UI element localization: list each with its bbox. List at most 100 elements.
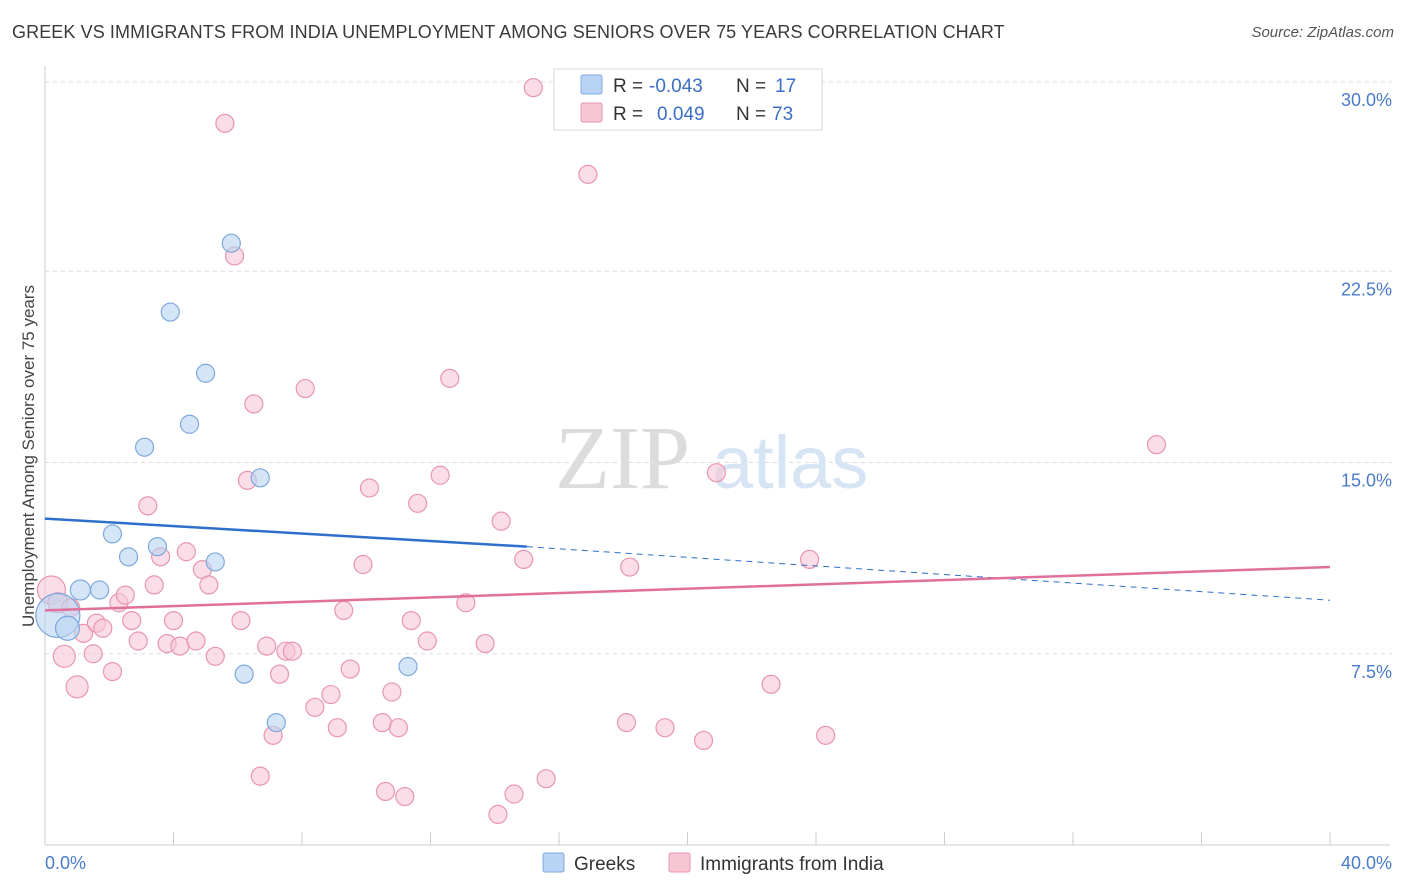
india-point	[321, 684, 341, 705]
india-point	[488, 804, 508, 825]
greek-r-label: R =	[613, 76, 643, 97]
india-point	[706, 463, 727, 483]
india-point	[269, 664, 290, 684]
greek-point	[221, 233, 241, 253]
greek-r-value: -0.043	[649, 76, 703, 97]
india-point	[52, 644, 76, 668]
india-trend-line	[44, 565, 1331, 612]
india-point	[514, 549, 534, 570]
india-point	[388, 718, 408, 738]
india-point	[1146, 435, 1167, 455]
x-tick-label-max: 40.0%	[1341, 853, 1392, 873]
greek-point	[205, 552, 225, 572]
india-point	[170, 636, 190, 656]
india-point	[205, 646, 225, 666]
india-point	[655, 718, 675, 738]
legend-india-label: Immigrants from India	[700, 854, 884, 875]
india-point	[340, 659, 360, 679]
india-point	[616, 712, 637, 733]
india-swatch	[580, 102, 603, 123]
greek-point	[179, 414, 200, 434]
india-point	[102, 661, 123, 682]
india-point	[401, 610, 421, 631]
india-point	[816, 725, 836, 745]
y-tick-label: 22.5%	[1341, 279, 1392, 299]
india-point	[504, 784, 524, 804]
greek-point	[54, 615, 81, 641]
india-point	[257, 636, 277, 656]
y-tick-label: 15.0%	[1341, 471, 1392, 491]
india-point	[215, 113, 235, 133]
india-point	[327, 718, 347, 738]
greek-point	[90, 580, 110, 600]
greek-point	[69, 579, 91, 601]
source-label: Source: ZipAtlas.com	[1251, 24, 1394, 41]
greek-point	[134, 437, 155, 457]
india-point	[122, 610, 142, 631]
india-point	[359, 478, 380, 498]
india-point	[305, 697, 325, 717]
india-point	[375, 781, 396, 802]
india-point	[417, 631, 437, 651]
india-point	[372, 712, 392, 733]
india-point	[382, 682, 402, 702]
legend-greeks-label: Greeks	[574, 854, 635, 875]
watermark-zip: ZIP	[555, 409, 690, 508]
greek-point	[234, 664, 254, 684]
y-tick-label: 30.0%	[1341, 90, 1392, 110]
data-points	[35, 78, 1167, 825]
india-point	[163, 610, 184, 631]
greek-point	[102, 524, 123, 544]
y-axis-label: Unemployment Among Seniors over 75 years	[19, 285, 38, 627]
watermark-atlas: atlas	[712, 421, 868, 504]
chart-title: GREEK VS IMMIGRANTS FROM INDIA UNEMPLOYM…	[12, 22, 1005, 42]
india-point	[491, 511, 511, 531]
india-point	[693, 730, 714, 751]
india-point	[395, 786, 415, 807]
india-point	[523, 78, 543, 98]
india-point	[93, 618, 113, 638]
y-tick-labels: 7.5% 15.0% 22.5% 30.0%	[1341, 90, 1392, 682]
x-tick-label-min: 0.0%	[45, 853, 86, 873]
greek-trend-line	[44, 517, 527, 548]
india-point	[430, 465, 450, 485]
india-point	[456, 593, 476, 613]
india-point	[231, 610, 251, 631]
india-n-value: 73	[772, 104, 793, 125]
greek-point	[118, 547, 139, 567]
india-point	[115, 585, 135, 605]
india-point	[440, 368, 460, 388]
x-tick-marks	[173, 832, 1331, 845]
india-point	[176, 542, 196, 562]
india-r-value: 0.049	[657, 104, 705, 125]
india-point	[761, 674, 781, 694]
gridlines	[45, 81, 1392, 655]
greek-point	[398, 656, 418, 677]
greek-point	[266, 712, 286, 733]
india-point	[799, 549, 820, 570]
india-point	[138, 496, 158, 516]
india-point	[536, 769, 556, 789]
india-point	[353, 554, 373, 575]
stats-legend: R = -0.043 N = 17 R = 0.049 N = 73	[553, 68, 823, 131]
india-point	[186, 631, 206, 651]
greek-n-value: 17	[775, 76, 796, 97]
greek-n-label: N =	[736, 76, 766, 97]
india-point	[83, 644, 103, 664]
india-n-label: N =	[736, 104, 766, 125]
greek-swatch	[580, 74, 603, 95]
series-legend: Greeks Immigrants from India	[542, 852, 884, 875]
india-point	[282, 641, 302, 661]
india-point	[65, 675, 89, 699]
greek-point	[160, 302, 180, 322]
india-point	[128, 631, 148, 651]
india-point	[475, 633, 495, 654]
legend-greeks-swatch	[542, 852, 565, 873]
greek-trend-extension	[526, 546, 1331, 601]
india-point	[244, 394, 264, 414]
india-point	[408, 493, 428, 513]
india-point	[295, 378, 315, 399]
india-point	[199, 575, 219, 595]
india-point	[144, 575, 164, 595]
